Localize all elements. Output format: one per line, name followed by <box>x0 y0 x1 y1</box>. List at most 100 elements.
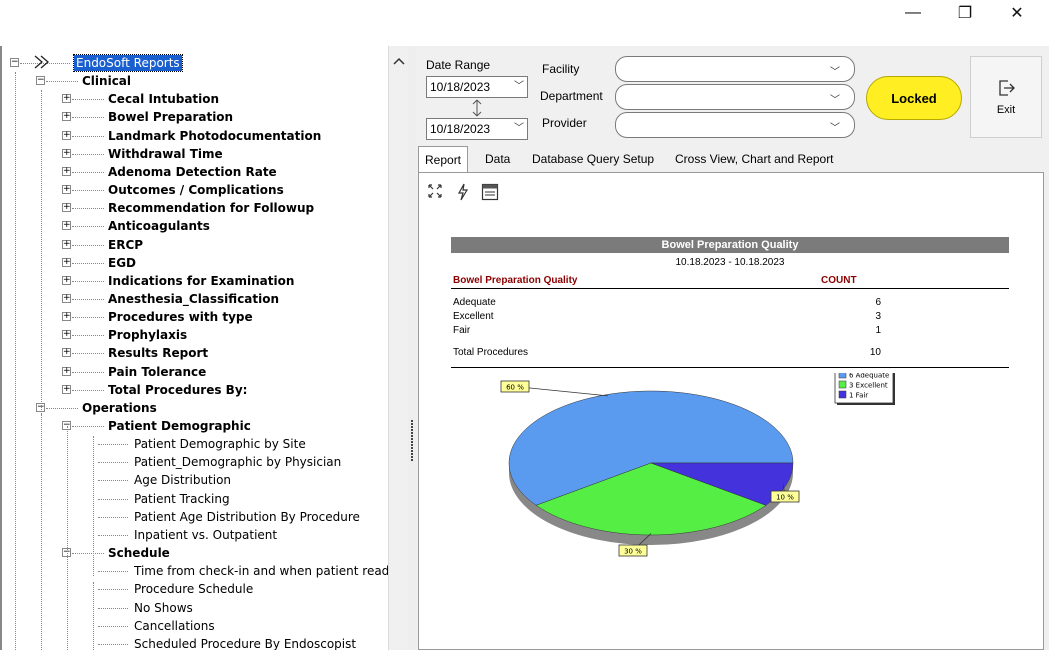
expand-node-icon[interactable]: + <box>62 111 71 122</box>
expand-node-icon[interactable]: + <box>62 383 71 394</box>
tree-item[interactable]: Bowel Preparation <box>108 110 234 125</box>
tree-scrollbar[interactable] <box>388 46 408 650</box>
close-icon[interactable]: ✕ <box>1010 5 1024 22</box>
splitter-grip <box>411 438 413 440</box>
expand-node-icon[interactable]: + <box>62 147 71 158</box>
tree-leaf[interactable]: Patient_Demographic by Physician <box>134 455 342 470</box>
restore-icon[interactable]: ❐ <box>957 5 973 22</box>
exit-button[interactable]: Exit <box>970 56 1042 138</box>
layout-icon[interactable] <box>481 183 499 201</box>
tab-data[interactable]: Data <box>485 152 511 166</box>
collapse-node-icon[interactable]: − <box>10 57 19 67</box>
splitter-grip <box>411 459 413 461</box>
tree-item[interactable]: Outcomes / Complications <box>108 183 284 198</box>
row-label: Fair <box>453 325 471 336</box>
tree-item[interactable]: Anesthesia_Classification <box>108 291 280 306</box>
tree-item[interactable]: Indications for Examination <box>108 273 295 288</box>
expand-node-icon[interactable]: + <box>62 292 71 303</box>
tree-leaf[interactable]: Cancellations <box>134 618 215 633</box>
legend-swatch <box>838 380 847 389</box>
tree-item[interactable]: Adenoma Detection Rate <box>108 164 277 179</box>
expand-node-icon[interactable]: + <box>62 238 71 249</box>
date-to-picker[interactable]: 10/18/2023 ﹀ <box>426 118 528 140</box>
expand-node-icon[interactable]: + <box>62 93 71 104</box>
splitter-grip <box>411 426 413 428</box>
tree-node-patient-demographic[interactable]: Patient Demographic <box>108 419 251 433</box>
tree-leaf[interactable]: Procedure Schedule <box>134 582 254 597</box>
tree-item[interactable]: Landmark Photodocumentation <box>108 128 322 143</box>
slice-label-box <box>770 490 800 503</box>
tree-item[interactable]: Results Report <box>108 346 209 361</box>
tab-report[interactable]: Report <box>418 146 469 173</box>
pie-slice-fair <box>650 462 794 506</box>
locked-button[interactable]: Locked <box>866 76 962 120</box>
collapse-node-icon[interactable]: − <box>62 547 71 558</box>
tree-leaf[interactable]: Scheduled Procedure By Endoscopist <box>134 636 357 650</box>
tree-leaf[interactable]: Age Distribution <box>134 473 232 488</box>
report-header-row: Bowel Preparation Quality COUNT <box>451 275 1009 289</box>
splitter-grip <box>411 435 413 437</box>
report-tree[interactable]: − EndoSoft Reports − Clinical + Cecal Intubat… <box>2 46 388 650</box>
tree-item[interactable]: Withdrawal Time <box>108 146 223 161</box>
chevron-down-icon: ﹀ <box>514 81 524 92</box>
expand-node-icon[interactable]: + <box>62 274 71 285</box>
splitter-grip <box>411 444 413 446</box>
tree-item[interactable]: Cecal Intubation <box>108 92 220 107</box>
collapse-node-icon[interactable]: − <box>36 401 45 412</box>
tree-item[interactable]: Prophylaxis <box>108 328 188 343</box>
department-select[interactable]: ﹀ <box>615 84 855 110</box>
splitter-grip <box>411 432 413 434</box>
date-range-label: Date Range <box>426 58 491 72</box>
report-divider <box>451 367 1009 368</box>
expand-node-icon[interactable]: + <box>62 202 71 213</box>
report-row: Adequate 6 <box>451 297 1009 311</box>
expand-node-icon[interactable]: + <box>62 256 71 267</box>
tree-root[interactable]: EndoSoft Reports <box>73 54 183 72</box>
tree-leaf[interactable]: No Shows <box>134 600 193 615</box>
expand-node-icon[interactable]: + <box>62 347 71 358</box>
expand-node-icon[interactable]: + <box>62 129 71 140</box>
facility-select[interactable]: ﹀ <box>615 56 855 82</box>
legend-entry: 6 Adequate <box>849 373 889 380</box>
collapse-node-icon[interactable]: − <box>62 420 71 430</box>
tree-node-operations[interactable]: Operations <box>82 400 157 415</box>
tree-item[interactable]: Pain Tolerance <box>108 364 207 379</box>
minimize-icon[interactable]: — <box>905 4 921 21</box>
column-header-category: Bowel Preparation Quality <box>453 275 578 286</box>
expand-node-icon[interactable]: + <box>62 365 71 376</box>
tree-item[interactable]: EGD <box>108 255 137 270</box>
splitter-grip <box>411 456 413 458</box>
lightning-icon[interactable] <box>455 183 471 201</box>
tree-item[interactable]: ERCP <box>108 237 144 252</box>
scroll-up-icon[interactable] <box>389 52 409 72</box>
expand-icon[interactable] <box>427 183 443 199</box>
date-from-picker[interactable]: 10/18/2023 ﹀ <box>426 76 528 98</box>
tree-leaf[interactable]: Patient Age Distribution By Procedure <box>134 509 360 524</box>
tree-node-clinical[interactable]: Clinical <box>82 74 132 89</box>
expand-node-icon[interactable]: + <box>62 184 71 195</box>
tree-leaf[interactable]: Patient Demographic by Site <box>134 437 306 452</box>
tree-leaf[interactable]: Patient Tracking <box>134 491 230 506</box>
pane-splitter[interactable] <box>408 46 416 650</box>
tree-leaf[interactable]: Inpatient vs. Outpatient <box>134 527 278 542</box>
department-label: Department <box>540 89 603 103</box>
tab-cross-view[interactable]: Cross View, Chart and Report <box>675 152 834 166</box>
splitter-grip <box>411 450 413 452</box>
row-label: Excellent <box>453 311 494 322</box>
tree-node-schedule[interactable]: Schedule <box>108 546 170 561</box>
tree-item[interactable]: Procedures with type <box>108 310 253 325</box>
tree-item[interactable]: Recommendation for Followup <box>108 201 315 216</box>
slice-label: 30 % <box>624 548 642 556</box>
tree-leaf[interactable]: Time from check-in and when patient read… <box>134 564 388 579</box>
tree-item[interactable]: Total Procedures By: <box>108 382 248 397</box>
expand-node-icon[interactable]: + <box>62 311 71 322</box>
report-row: Fair 1 <box>451 325 1009 339</box>
provider-select[interactable]: ﹀ <box>615 112 855 138</box>
pie-slice-adequate <box>508 390 794 506</box>
expand-node-icon[interactable]: + <box>62 329 71 340</box>
collapse-node-icon[interactable]: − <box>36 75 45 86</box>
tree-item[interactable]: Anticoagulants <box>108 219 210 234</box>
expand-node-icon[interactable]: + <box>62 165 71 176</box>
expand-node-icon[interactable]: + <box>62 220 71 231</box>
tab-database-query-setup[interactable]: Database Query Setup <box>532 152 655 166</box>
